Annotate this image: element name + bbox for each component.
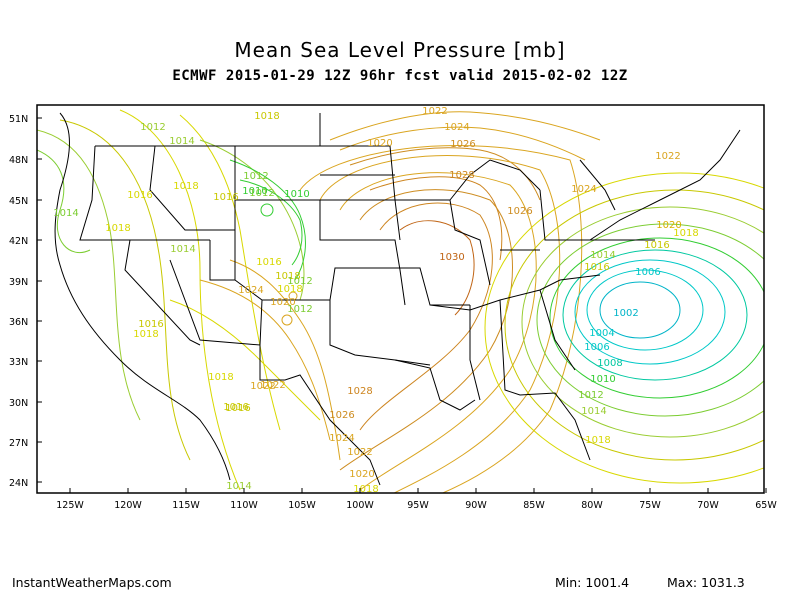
lat-tick-label: 36N	[9, 317, 28, 328]
lon-tick-label: 95W	[407, 500, 429, 511]
contour-label: 1028	[449, 170, 474, 181]
contour-label: 1026	[329, 410, 354, 421]
lat-axis: 51N 48N 45N 42N 39N 36N 33N 30N 27N 24N	[9, 114, 42, 489]
contour-label: 1020	[367, 138, 392, 149]
state-borders	[54, 112, 741, 486]
lon-tick-label: 105W	[288, 500, 316, 511]
contour-label: 1026	[507, 206, 532, 217]
contour-label: 1016	[127, 190, 152, 201]
contour-label: 1018	[254, 111, 279, 122]
contour-label: 1018	[585, 435, 610, 446]
contour-label: 1016	[644, 240, 669, 251]
contour-label: 1016	[223, 402, 248, 413]
contour-label: 1018	[277, 284, 302, 295]
lon-tick-label: 100W	[346, 500, 374, 511]
contour-label: 1014	[53, 208, 78, 219]
contour-label: 1022	[260, 380, 285, 391]
contour-label: 1024	[238, 285, 263, 296]
contour-label: 1018	[173, 181, 198, 192]
max-value: Max: 1031.3	[667, 575, 745, 590]
contour-label: 1010	[242, 186, 267, 197]
contour-label: 1014	[169, 136, 194, 147]
contour-label: 1012	[287, 276, 312, 287]
lon-tick-label: 70W	[697, 500, 719, 511]
contour-label: 1018	[133, 329, 158, 340]
contour-label: 1018	[275, 271, 300, 282]
lat-tick-label: 48N	[9, 155, 28, 166]
page-title: Mean Sea Level Pressure [mb]	[234, 38, 566, 62]
lon-tick-label: 110W	[230, 500, 258, 511]
lat-tick-label: 45N	[9, 196, 28, 207]
contour-labels: 1012101410161018101410181014101610121010…	[53, 106, 698, 495]
contour-label: 1024	[329, 433, 354, 444]
lon-tick-label: 115W	[172, 500, 200, 511]
contour-label: 1006	[584, 342, 609, 353]
lon-tick-label: 125W	[56, 500, 84, 511]
contour-label: 1006	[635, 267, 660, 278]
lon-tick-label: 65W	[755, 500, 777, 511]
credit-text: InstantWeatherMaps.com	[12, 575, 172, 590]
contour-label: 1020	[270, 297, 295, 308]
lat-tick-label: 33N	[9, 357, 28, 368]
isobars-low	[484, 172, 764, 484]
contour-label: 1002	[613, 308, 638, 319]
lat-tick-label: 51N	[9, 114, 28, 125]
contour-label: 1028	[347, 386, 372, 397]
page-subtitle: ECMWF 2015-01-29 12Z 96hr fcst valid 201…	[172, 68, 628, 84]
lon-tick-label: 120W	[114, 500, 142, 511]
contour-label: 1010	[284, 189, 309, 200]
contour-label: 1012	[578, 390, 603, 401]
contour-label: 1008	[597, 358, 622, 369]
contour-label: 1022	[422, 106, 447, 117]
contour-label: 1010	[590, 374, 615, 385]
lon-tick-label: 85W	[523, 500, 545, 511]
contour-label: 1014	[590, 250, 615, 261]
lat-tick-label: 30N	[9, 398, 28, 409]
contour-label: 1022	[655, 151, 680, 162]
contour-label: 1016	[584, 262, 609, 273]
contour-label: 1020	[349, 469, 374, 480]
contour-label: 1018	[673, 228, 698, 239]
contour-label: 1020	[656, 220, 681, 231]
contour-label: 1018	[353, 484, 378, 495]
contour-label: 1024	[571, 184, 596, 195]
contour-label: 1018	[208, 372, 233, 383]
contour-label: 1014	[581, 406, 606, 417]
contour-label: 1004	[589, 328, 614, 339]
contour-label: 1022	[250, 381, 275, 392]
contour-label: 1014	[226, 481, 251, 492]
contour-label: 1030	[439, 252, 464, 263]
contour-label: 1016	[225, 403, 250, 414]
lon-tick-label: 75W	[639, 500, 661, 511]
lon-tick-label: 80W	[581, 500, 603, 511]
contour-label: 1012	[243, 171, 268, 182]
isobars-high	[299, 111, 601, 493]
contour-label: 1016	[256, 257, 281, 268]
lon-axis: 125W 120W 115W 110W 105W 100W 95W 90W 85W 80W 75W 7…	[56, 488, 777, 511]
lon-tick-label: 90W	[465, 500, 487, 511]
lat-tick-label: 24N	[9, 478, 28, 489]
contour-label: 1014	[170, 244, 195, 255]
contour-label: 1018	[105, 223, 130, 234]
min-value: Min: 1001.4	[555, 575, 630, 590]
contour-label: 1024	[444, 122, 469, 133]
contour-label: 1022	[347, 447, 372, 458]
contour-label: 1012	[140, 122, 165, 133]
contour-label: 1012	[287, 304, 312, 315]
lat-tick-label: 39N	[9, 277, 28, 288]
lat-tick-label: 42N	[9, 236, 28, 247]
lat-tick-label: 27N	[9, 438, 28, 449]
contour-label: 1016	[213, 192, 238, 203]
contour-label: 1016	[138, 319, 163, 330]
contour-label: 1012	[249, 188, 274, 199]
contour-label: 1026	[450, 139, 475, 150]
